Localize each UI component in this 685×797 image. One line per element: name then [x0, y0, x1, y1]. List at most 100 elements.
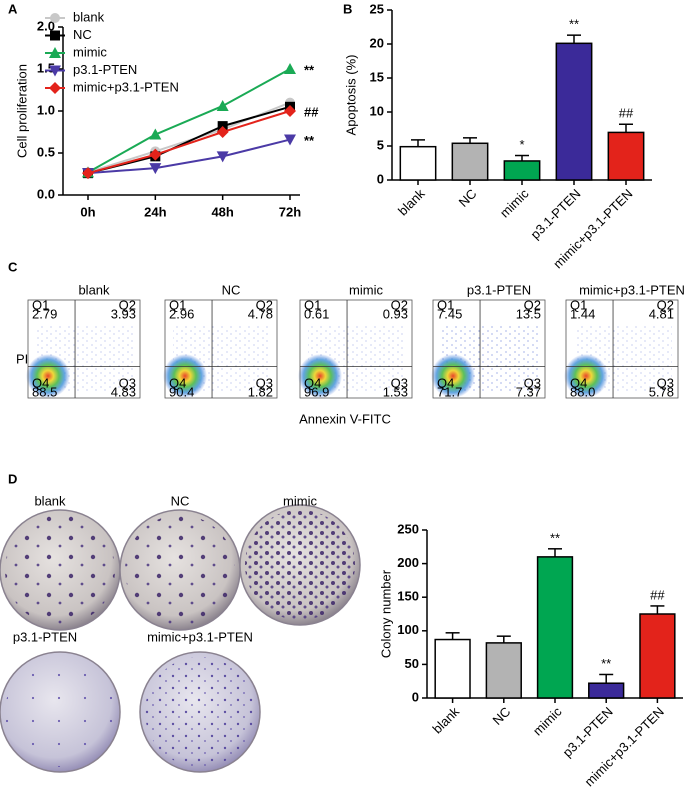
x-tick-label: NC [489, 704, 513, 728]
marker [82, 167, 94, 180]
flow-frame [432, 299, 546, 399]
significance: ## [304, 104, 319, 119]
quadrant-value: 5.78 [649, 384, 674, 399]
x-tick-label: mimic [530, 704, 565, 739]
y-tick-label: 2.0 [37, 18, 55, 33]
quadrant-label: Q2 [391, 297, 408, 312]
quadrant-label: Q1 [437, 297, 454, 312]
bar [536, 556, 574, 699]
x-tick-label: 24h [144, 204, 166, 219]
y-tick-label: 10 [370, 103, 384, 118]
flow-density [431, 354, 475, 398]
quadrant-value: 13.5 [516, 306, 541, 321]
quadrant-label: Q2 [524, 297, 541, 312]
quadrant-label: Q2 [657, 297, 674, 312]
quadrant-label: Q2 [119, 297, 136, 312]
y-tick-label: 0.5 [37, 144, 55, 159]
panel-label: B [343, 1, 352, 16]
y-axis-label: Apoptosis (%) [343, 55, 358, 136]
panel-label: A [8, 1, 18, 16]
colonies [245, 510, 355, 620]
quadrant-label: Q3 [391, 375, 408, 390]
flow-title: mimic+p3.1-PTEN [579, 282, 685, 297]
marker [284, 134, 296, 146]
quadrant-label: Q4 [169, 375, 186, 390]
bar [434, 638, 471, 699]
x-tick-label: blank [430, 704, 463, 737]
y-tick-label: 1.0 [37, 102, 55, 117]
flow-density [163, 354, 207, 398]
y-tick-label: 20 [370, 35, 384, 50]
quadrant-label: Q3 [119, 375, 136, 390]
marker [149, 148, 162, 161]
flow-frame [164, 299, 278, 399]
quadrant-label: Q4 [32, 375, 49, 390]
significance: ** [304, 62, 315, 77]
marker [50, 13, 60, 23]
flow-frame [27, 299, 141, 399]
bar [485, 642, 522, 699]
y-tick-label: 0 [377, 171, 384, 186]
series-line [87, 110, 291, 175]
quadrant-value: 0.61 [304, 306, 329, 321]
significance: ## [650, 587, 665, 602]
marker [49, 82, 61, 94]
quadrant-label: Q1 [570, 297, 587, 312]
flow-frame [565, 299, 679, 399]
plate-label: mimic [283, 493, 317, 508]
y-tick-label: 0 [412, 689, 419, 704]
flow-density [26, 354, 70, 398]
quadrant-label: Q1 [169, 297, 186, 312]
marker [216, 151, 229, 163]
quadrant-value: 4.81 [649, 306, 674, 321]
significance: ** [550, 530, 560, 545]
y-tick-label: 100 [397, 622, 419, 637]
quadrant-label: Q2 [256, 297, 273, 312]
series-line [87, 138, 291, 175]
x-tick-label: 72h [279, 204, 301, 219]
flow-density [564, 354, 608, 398]
y-tick-label: 250 [397, 521, 419, 536]
plate-label: NC [171, 493, 190, 508]
significance: ** [569, 17, 579, 32]
plate-label: p3.1-PTEN [13, 629, 77, 644]
x-tick-label: 48h [211, 204, 233, 219]
quadrant-value: 0.93 [383, 306, 408, 321]
quadrant-value: 4.83 [111, 384, 136, 399]
quadrant-value: 88.5 [32, 384, 57, 399]
significance: ** [304, 133, 315, 148]
flow-frame [299, 299, 413, 399]
x-tick-label: p3.1-PTEN [527, 186, 583, 242]
bar [639, 613, 676, 699]
quadrant-value: 96.9 [304, 384, 329, 399]
panel-label: C [8, 259, 18, 274]
quadrant-label: Q1 [32, 297, 49, 312]
y-tick-label: 200 [397, 555, 419, 570]
colonies [145, 657, 255, 767]
marker [149, 128, 162, 140]
y-tick-label: 25 [370, 1, 384, 16]
marker [284, 105, 296, 117]
quadrant-value: 71.7 [437, 384, 462, 399]
significance: ** [601, 656, 611, 671]
legend-label: p3.1-PTEN [73, 62, 137, 77]
quadrant-value: 3.93 [111, 306, 136, 321]
flow-title: NC [222, 282, 241, 297]
bar [588, 682, 625, 699]
marker [149, 163, 162, 175]
y-tick-label: 1.5 [37, 60, 55, 75]
bar [555, 42, 593, 181]
quadrant-value: 2.96 [169, 306, 194, 321]
colonies [5, 657, 115, 767]
significance: ## [619, 106, 634, 121]
flow-y-label: PI [16, 351, 28, 366]
x-tick-label: 0h [80, 204, 95, 219]
legend-label: blank [73, 9, 105, 24]
flow-title: mimic [349, 282, 383, 297]
bar [451, 142, 489, 181]
flow-title: blank [78, 282, 110, 297]
legend-label: mimic [73, 44, 107, 59]
marker [284, 63, 296, 74]
quadrant-value: 7.45 [437, 306, 462, 321]
